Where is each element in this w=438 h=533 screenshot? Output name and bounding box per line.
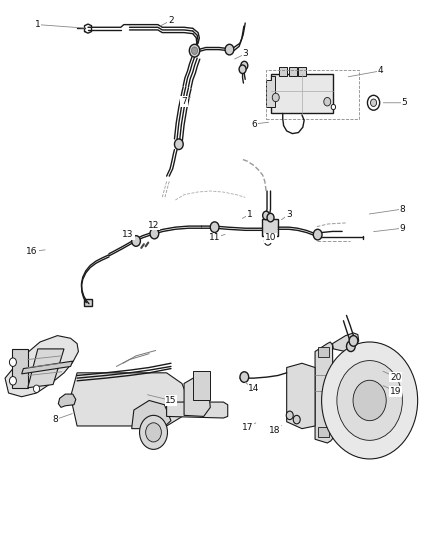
Circle shape bbox=[140, 415, 167, 449]
Circle shape bbox=[331, 104, 336, 110]
Text: 15: 15 bbox=[165, 396, 177, 405]
Text: 12: 12 bbox=[148, 221, 159, 230]
Circle shape bbox=[146, 423, 161, 442]
Circle shape bbox=[353, 380, 386, 421]
Circle shape bbox=[210, 222, 219, 232]
Polygon shape bbox=[271, 74, 333, 114]
Text: 7: 7 bbox=[181, 97, 187, 106]
Text: 16: 16 bbox=[26, 247, 38, 256]
Bar bbox=[318, 427, 328, 437]
Circle shape bbox=[321, 342, 418, 459]
Text: 1: 1 bbox=[35, 20, 41, 29]
Text: 8: 8 bbox=[399, 205, 405, 214]
Circle shape bbox=[174, 139, 183, 150]
Polygon shape bbox=[332, 333, 359, 352]
Circle shape bbox=[150, 228, 159, 239]
Circle shape bbox=[349, 336, 358, 346]
Text: 2: 2 bbox=[168, 16, 174, 25]
Circle shape bbox=[337, 361, 403, 440]
Circle shape bbox=[10, 358, 16, 367]
Polygon shape bbox=[12, 349, 28, 387]
Polygon shape bbox=[21, 361, 73, 374]
Circle shape bbox=[240, 372, 249, 382]
Bar bbox=[298, 67, 306, 76]
Polygon shape bbox=[166, 402, 228, 418]
Polygon shape bbox=[5, 336, 78, 397]
Circle shape bbox=[367, 95, 380, 110]
Circle shape bbox=[313, 229, 322, 240]
Bar bbox=[318, 348, 328, 357]
Circle shape bbox=[272, 93, 279, 102]
Text: 11: 11 bbox=[209, 233, 220, 243]
Text: 10: 10 bbox=[265, 233, 276, 243]
Circle shape bbox=[241, 61, 248, 70]
Polygon shape bbox=[287, 364, 315, 429]
Circle shape bbox=[10, 376, 16, 385]
Circle shape bbox=[189, 44, 200, 57]
Text: 20: 20 bbox=[390, 373, 402, 382]
Bar bbox=[84, 299, 92, 306]
Circle shape bbox=[239, 65, 246, 74]
Polygon shape bbox=[266, 76, 275, 107]
Text: 4: 4 bbox=[378, 67, 383, 75]
Circle shape bbox=[263, 211, 270, 220]
Circle shape bbox=[293, 415, 300, 424]
Circle shape bbox=[346, 341, 355, 352]
Polygon shape bbox=[132, 400, 171, 429]
Text: 1: 1 bbox=[247, 210, 252, 219]
Text: 18: 18 bbox=[269, 426, 281, 435]
Circle shape bbox=[132, 236, 141, 246]
Polygon shape bbox=[184, 377, 210, 416]
Bar bbox=[289, 67, 297, 76]
Text: 8: 8 bbox=[53, 415, 58, 424]
Text: 9: 9 bbox=[399, 224, 405, 233]
Text: 13: 13 bbox=[123, 230, 134, 239]
Bar bbox=[279, 67, 287, 76]
Text: 3: 3 bbox=[242, 50, 248, 58]
Polygon shape bbox=[28, 349, 64, 387]
Text: 6: 6 bbox=[251, 119, 257, 128]
Circle shape bbox=[286, 411, 293, 419]
Text: 14: 14 bbox=[248, 384, 260, 393]
Polygon shape bbox=[315, 342, 333, 443]
Text: 17: 17 bbox=[242, 423, 253, 432]
Text: 19: 19 bbox=[390, 387, 402, 396]
Circle shape bbox=[371, 99, 377, 107]
Polygon shape bbox=[58, 394, 76, 407]
Bar bbox=[262, 219, 279, 236]
Circle shape bbox=[33, 385, 39, 392]
Polygon shape bbox=[71, 373, 188, 426]
Circle shape bbox=[324, 98, 331, 106]
Circle shape bbox=[191, 47, 198, 54]
Bar bbox=[193, 371, 210, 400]
Circle shape bbox=[267, 213, 274, 222]
Text: 5: 5 bbox=[402, 98, 407, 107]
Circle shape bbox=[265, 237, 272, 245]
Text: 3: 3 bbox=[286, 210, 292, 219]
Circle shape bbox=[225, 44, 234, 55]
